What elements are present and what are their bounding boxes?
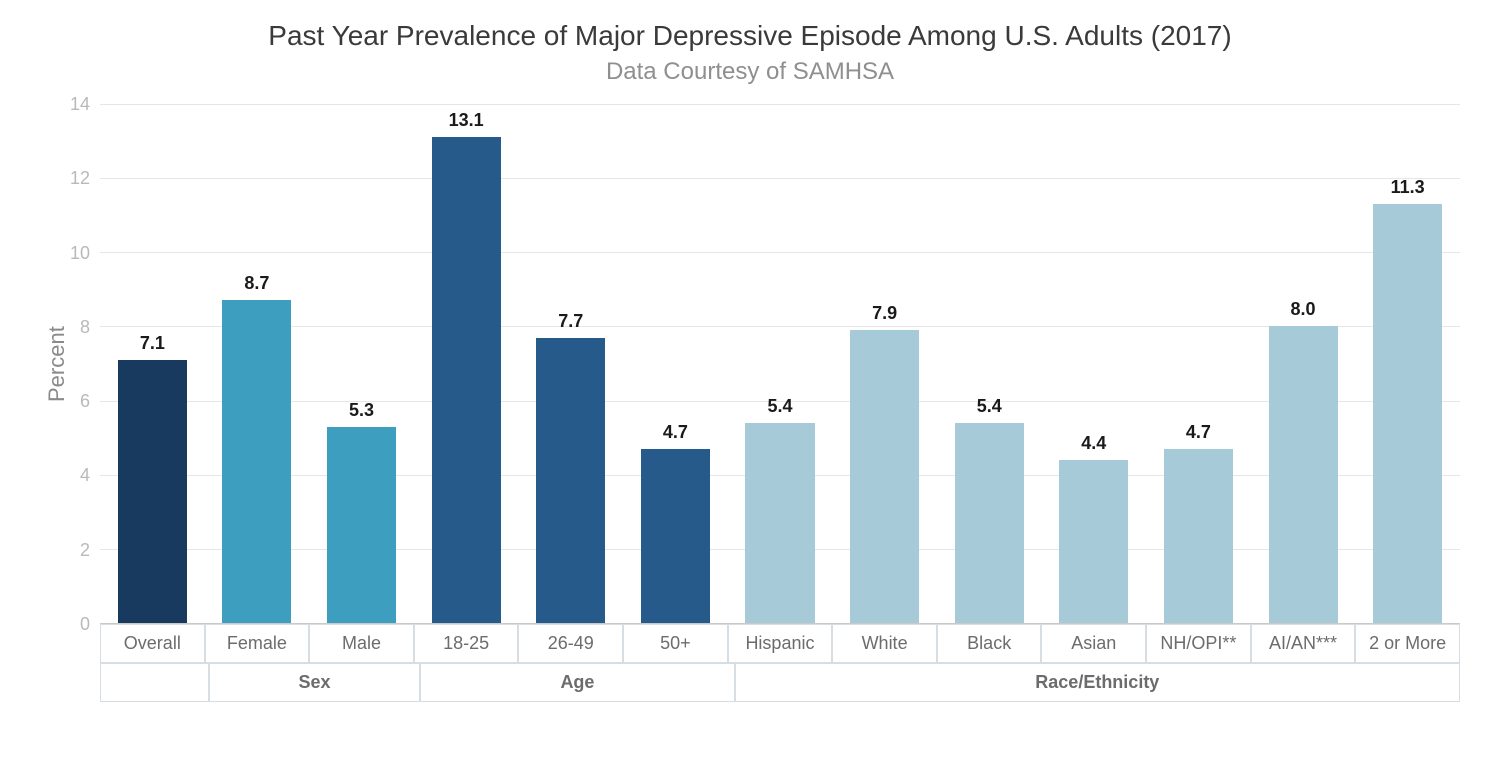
bar [1059,460,1128,623]
x-category-cell: Female [205,624,310,663]
plot-row: Percent 14121086420 7.1 8.7 5.3 13.1 7.7 4.7 5… [40,104,1460,624]
bar-value-label: 7.9 [872,303,897,324]
x-group-cell: Age [420,663,734,702]
bar [536,338,605,623]
bar-value-label: 4.7 [663,422,688,443]
bar-slot: 7.7 [518,104,623,623]
bar-value-label: 13.1 [449,110,484,131]
bar [432,137,501,623]
y-axis-ticks: 14121086420 [70,104,100,624]
bar [1164,449,1233,623]
bar-slot: 11.3 [1355,104,1460,623]
x-category-cell: 50+ [623,624,728,663]
bar-value-label: 7.1 [140,333,165,354]
bar [1373,204,1442,623]
bar-slot: 8.7 [205,104,310,623]
bar-slot: 5.3 [309,104,414,623]
x-category-cell: 26-49 [518,624,623,663]
chart-subtitle: Data Courtesy of SAMHSA [40,58,1460,86]
bar-slot: 4.4 [1042,104,1147,623]
x-category-cell: Male [309,624,414,663]
bar-slot: 13.1 [414,104,519,623]
bar [745,423,814,623]
bar-slot: 4.7 [623,104,728,623]
chart-container: Past Year Prevalence of Major Depressive… [0,0,1500,770]
plot-area: 7.1 8.7 5.3 13.1 7.7 4.7 5.4 7.9 5.4 4.4 4.7 8.0 11.… [100,104,1460,624]
bar [850,330,919,623]
bars: 7.1 8.7 5.3 13.1 7.7 4.7 5.4 7.9 5.4 4.4 4.7 8.0 11.… [100,104,1460,623]
bar-value-label: 8.0 [1291,299,1316,320]
bar-value-label: 5.4 [767,396,792,417]
chart-title: Past Year Prevalence of Major Depressive… [40,20,1460,52]
x-category-cell: AI/AN*** [1251,624,1356,663]
x-axis-categories: OverallFemaleMale18-2526-4950+HispanicWh… [100,624,1460,663]
bar-value-label: 5.4 [977,396,1002,417]
x-category-cell: White [832,624,937,663]
x-category-cell: 18-25 [414,624,519,663]
x-category-cell: NH/OPI** [1146,624,1251,663]
bar-slot: 5.4 [728,104,833,623]
x-category-cell: 2 or More [1355,624,1460,663]
x-category-cell: Hispanic [728,624,833,663]
bar [327,427,396,623]
x-axis-groups: SexAgeRace/Ethnicity [100,663,1460,702]
bar-slot: 5.4 [937,104,1042,623]
x-category-cell: Asian [1041,624,1146,663]
bar-value-label: 11.3 [1391,177,1425,198]
bar-slot: 7.1 [100,104,205,623]
bar [955,423,1024,623]
x-axis: OverallFemaleMale18-2526-4950+HispanicWh… [100,624,1460,702]
bar [641,449,710,623]
bar-value-label: 4.4 [1081,433,1106,454]
bar-slot: 7.9 [832,104,937,623]
bar [1269,326,1338,623]
bar [118,360,187,623]
bar-slot: 4.7 [1146,104,1251,623]
bar-slot: 8.0 [1251,104,1356,623]
bar-value-label: 7.7 [558,311,583,332]
y-axis-label: Percent [40,104,70,624]
bar-value-label: 8.7 [244,273,269,294]
x-category-cell: Black [937,624,1042,663]
bar [222,300,291,623]
x-category-cell: Overall [100,624,205,663]
x-group-cell [100,663,209,702]
x-group-cell: Race/Ethnicity [735,663,1460,702]
bar-value-label: 5.3 [349,400,374,421]
x-group-cell: Sex [209,663,421,702]
bar-value-label: 4.7 [1186,422,1211,443]
